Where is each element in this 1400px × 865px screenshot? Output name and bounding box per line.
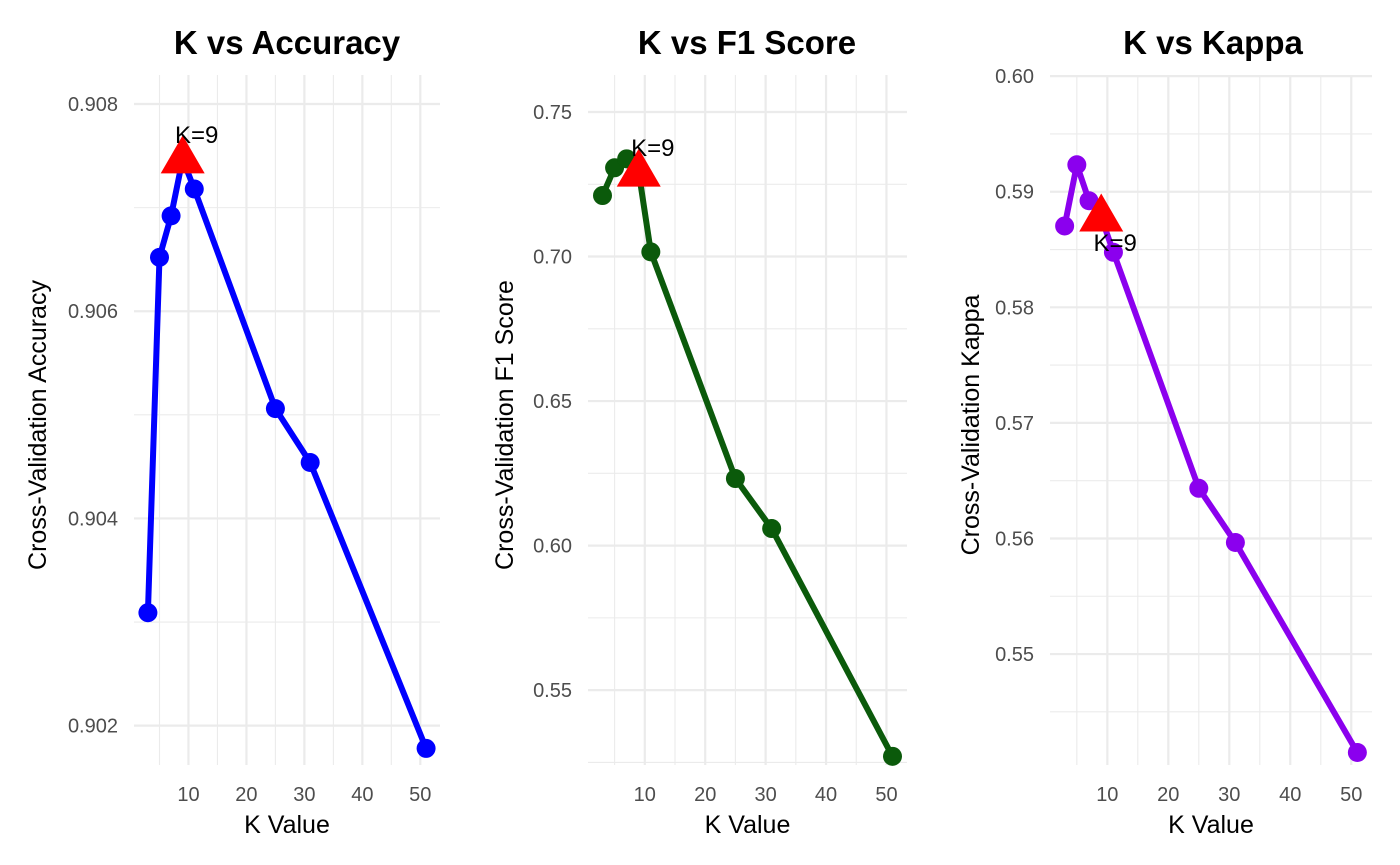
x-tick-label: 40 xyxy=(815,784,837,806)
data-point xyxy=(150,247,169,267)
x-tick-label: 20 xyxy=(694,784,716,806)
chart-title: K vs Kappa xyxy=(1123,24,1303,61)
x-tick-label: 50 xyxy=(875,784,897,806)
data-point xyxy=(265,399,285,419)
data-point xyxy=(138,603,158,623)
chart-title: K vs F1 Score xyxy=(638,24,856,61)
chart-title: K vs Accuracy xyxy=(174,24,401,61)
y-tick-label: 0.902 xyxy=(68,716,118,738)
data-point xyxy=(725,469,745,489)
data-point xyxy=(1103,242,1123,262)
data-point xyxy=(184,179,204,199)
data-point xyxy=(1225,533,1245,553)
x-tick-label: 20 xyxy=(235,784,257,806)
x-tick-label: 10 xyxy=(1096,784,1118,806)
y-tick-label: 0.56 xyxy=(995,528,1034,550)
chart-panel-2: 10 20 30 40 50 0.55 0.60 0.65 0.70 0.75 K=9 K vs F1… xyxy=(491,24,907,839)
x-tick-label: 10 xyxy=(177,784,199,806)
best-k-marker xyxy=(616,148,661,187)
y-tick-label: 0.55 xyxy=(533,680,572,702)
y-axis-title: Cross-Validation Kappa xyxy=(957,295,985,556)
x-tick-label: 30 xyxy=(293,784,315,806)
y-tick-label: 0.59 xyxy=(995,182,1034,204)
best-k-label: K=9 xyxy=(631,135,674,162)
x-tick-label: 40 xyxy=(351,784,373,806)
x-tick-label: 20 xyxy=(1157,784,1179,806)
y-tick-label: 0.55 xyxy=(995,644,1034,666)
chart-panel-1: 10 20 30 40 50 0.902 0.904 0.906 0.908 K=9 K vs Ac… xyxy=(24,24,440,839)
best-k-marker xyxy=(1079,193,1124,232)
x-tick-label: 30 xyxy=(755,784,777,806)
y-tick-label: 0.906 xyxy=(68,301,118,323)
data-point xyxy=(883,746,902,766)
y-tick-label: 0.75 xyxy=(533,102,572,124)
y-tick-label: 0.60 xyxy=(533,536,572,558)
x-axis-title: K Value xyxy=(1168,811,1254,839)
y-tick-label: 0.60 xyxy=(995,66,1034,88)
x-tick-label: 50 xyxy=(409,784,431,806)
data-point xyxy=(593,186,612,206)
x-tick-label: 10 xyxy=(634,784,656,806)
y-tick-label: 0.908 xyxy=(68,94,118,116)
x-axis-title: K Value xyxy=(244,811,330,839)
data-point xyxy=(300,452,320,472)
y-tick-label: 0.65 xyxy=(533,391,572,413)
y-tick-label: 0.904 xyxy=(68,508,118,530)
data-point xyxy=(161,206,181,226)
data-point xyxy=(1347,743,1367,763)
data-point xyxy=(1067,155,1087,175)
x-tick-label: 30 xyxy=(1218,784,1240,806)
x-tick-label: 40 xyxy=(1279,784,1301,806)
best-k-label: K=9 xyxy=(1094,230,1137,257)
data-point xyxy=(416,738,436,758)
chart-panel-3: 10 20 30 40 50 0.55 0.56 0.57 0.58 0.59 0.60 K=9 K v… xyxy=(957,24,1372,839)
best-k-marker xyxy=(160,135,205,174)
y-tick-label: 0.70 xyxy=(533,247,572,269)
data-point xyxy=(641,242,661,262)
y-axis-title: Cross-Validation F1 Score xyxy=(491,280,519,570)
x-tick-label: 50 xyxy=(1340,784,1362,806)
series-line xyxy=(144,155,430,752)
best-k-label: K=9 xyxy=(175,122,218,149)
data-point xyxy=(1055,216,1075,236)
data-point xyxy=(1079,191,1099,211)
data-point xyxy=(762,519,782,539)
x-axis-title: K Value xyxy=(705,811,791,839)
data-point xyxy=(1189,478,1209,498)
y-axis-title: Cross-Validation Accuracy xyxy=(24,280,52,570)
y-tick-label: 0.57 xyxy=(995,413,1034,435)
y-tick-label: 0.58 xyxy=(995,297,1034,319)
